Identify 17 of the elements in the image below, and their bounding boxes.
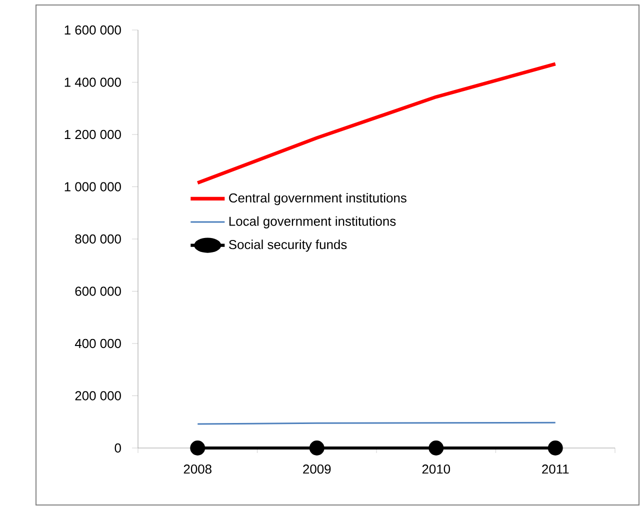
y-tick-label: 0: [114, 443, 121, 453]
y-tick-label: 800 000: [75, 234, 121, 244]
legend-label: Central government institutions: [229, 193, 406, 206]
legend-label: Local government institutions: [229, 216, 396, 228]
y-tick-label: 1 600 000: [64, 25, 121, 35]
y-tick-label: 400 000: [74, 338, 121, 348]
x-tick-label: 2008: [184, 464, 212, 474]
y-tick-label: 200 000: [75, 391, 121, 400]
x-tick-label: 2011: [542, 464, 569, 474]
line-series: [196, 62, 558, 185]
y-tick-label: 1 000 000: [64, 182, 121, 192]
legend-label: Social security funds: [228, 240, 347, 252]
x-tick-label: 2010: [422, 464, 450, 474]
y-tick-label: 1 400 000: [64, 78, 121, 87]
y-tick-label: 600 000: [75, 286, 121, 296]
y-tick-label: 1 200 000: [64, 130, 121, 140]
x-tick-label: 2009: [303, 464, 331, 474]
